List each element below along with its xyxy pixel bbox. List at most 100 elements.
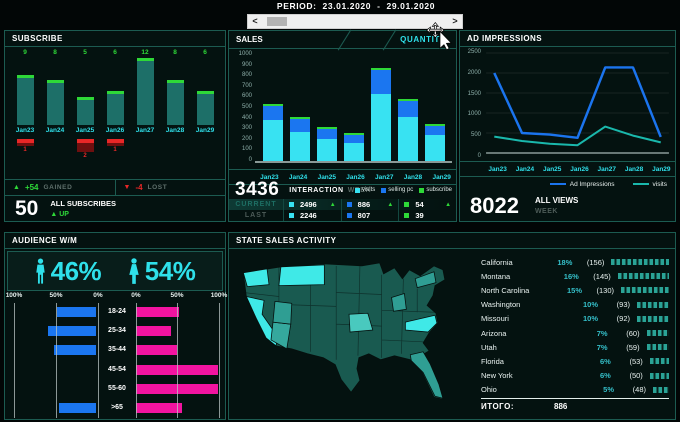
sales-stacked-bar	[370, 67, 391, 163]
x-axis-label: Jan24	[288, 173, 308, 181]
legend-swatch	[354, 187, 360, 193]
male-percent: 46%	[50, 255, 102, 286]
age-row: 18-24	[5, 303, 225, 322]
state-row: New York 6% (50)	[481, 369, 669, 383]
period-scrollbar[interactable]: < >	[247, 14, 463, 29]
positive-bar-zone	[16, 57, 34, 125]
lost-bar-value: 2	[83, 153, 87, 159]
vertical-gridline	[56, 303, 57, 418]
scrollbar-right-arrow[interactable]: >	[452, 16, 458, 26]
y-tick-label: 700	[241, 82, 252, 89]
selling-pc-segment	[343, 134, 364, 143]
all-views-label: ALL VIEWS	[534, 196, 579, 205]
sales-plot-area	[255, 51, 452, 163]
x-axis-label: Jan23	[488, 165, 507, 173]
y-tick-label: 2000	[467, 69, 481, 76]
legend-line-swatch	[549, 183, 566, 185]
period-to: 29.01.2020	[386, 1, 436, 11]
scrollbar-thumb[interactable]	[267, 17, 287, 26]
state-name: Missouri	[481, 314, 509, 324]
ad-legend: Ad Impressions visits	[460, 177, 667, 191]
state-sales-panel: STATE SALES ACTIVITY California 18% (156) M…	[228, 232, 676, 420]
table-cell: 807	[340, 210, 399, 221]
map-state-montana[interactable]	[278, 264, 325, 287]
age-row: 35-44	[5, 341, 225, 360]
vertical-gridline	[219, 303, 220, 418]
legend-label: subscribe	[426, 187, 452, 193]
subscribe-segment	[289, 117, 310, 120]
age-row: 45-54	[5, 361, 225, 380]
y-tick-label: 800	[241, 72, 252, 79]
subscribe-bar-group: 5 Jan25 2	[70, 48, 100, 178]
legend-line-swatch	[632, 183, 649, 185]
bar-green-cap	[106, 91, 124, 95]
us-choropleth-map[interactable]	[233, 253, 473, 417]
map-state-north-carolina[interactable]	[404, 314, 438, 333]
scrollbar-left-arrow[interactable]: <	[252, 16, 258, 26]
ad-line-chart: 2500 2000 1500 1000 500 0	[462, 49, 671, 159]
down-triangle-icon: ▼	[123, 184, 131, 191]
map-state-florida[interactable]	[409, 351, 444, 399]
y-tick-label: 900	[241, 61, 252, 68]
tab-quantity[interactable]: QUANTITY	[400, 35, 446, 44]
negative-bar-zone: 2	[76, 136, 94, 168]
positive-bar-zone	[196, 57, 214, 125]
legend-label: selling pc	[388, 187, 414, 193]
state-percent: 10%	[582, 300, 598, 310]
y-tick-label: 1000	[238, 51, 252, 57]
lost-label: LOST	[147, 184, 168, 191]
x-axis-label: Jan27	[135, 127, 155, 134]
lost-stat: ▼ -4 LOST	[114, 180, 226, 195]
audience-panel: AUDIENCE W/M 46% 54% 100% 50% 0% 0% 50% 100% …	[4, 232, 227, 420]
lost-bar-value: 1	[113, 146, 117, 153]
ad-y-axis: 2500 2000 1500 1000 500 0	[462, 49, 484, 159]
subscribe-bar-group: 6 Jan29	[190, 48, 220, 178]
sales-bar-slot	[340, 51, 367, 163]
map-state-missouri[interactable]	[348, 312, 374, 333]
subscribe-segment	[424, 124, 445, 127]
lost-bar-value: 1	[23, 146, 27, 153]
visits-line	[494, 125, 661, 147]
y-tick-label: 100	[241, 146, 252, 153]
women-bar	[136, 307, 180, 317]
x-axis-label: Jan28	[403, 173, 423, 181]
map-state-utah[interactable]	[272, 300, 293, 325]
axis-percent-label: 0%	[93, 292, 103, 299]
map-state-arizona[interactable]	[270, 321, 292, 350]
legend-label: Ad Impressions	[569, 180, 615, 188]
subscribe-bar-group: 12 Jan27	[130, 48, 160, 178]
x-axis-label: Jan23	[260, 173, 279, 181]
age-row: 55-60	[5, 380, 225, 399]
state-name: Utah	[481, 342, 497, 352]
age-label: 35-44	[108, 346, 126, 354]
subscribe-bar-group: 8 Jan28	[160, 48, 190, 178]
map-state-washington[interactable]	[242, 268, 270, 288]
subscribe-panel-title: SUBSCRIBE	[5, 31, 225, 47]
state-count: (156)	[586, 257, 605, 267]
x-axis-label: Jan29	[652, 165, 671, 173]
tab-sales[interactable]: SALES	[236, 35, 263, 44]
subscribe-segment	[343, 132, 364, 135]
x-axis-label: Jan26	[570, 165, 589, 173]
map-state-new-york[interactable]	[414, 271, 437, 289]
bar-green-cap	[16, 74, 34, 78]
scrollbar-track[interactable]	[262, 15, 448, 28]
state-gauge	[649, 358, 669, 365]
female-stat: 54%	[128, 256, 196, 287]
state-name: New York	[481, 371, 513, 381]
legend-item: selling pc	[381, 187, 413, 193]
state-count: (48)	[632, 385, 646, 395]
sales-bar-slot	[313, 51, 340, 163]
gained-stat: ▲ +54 GAINED	[5, 180, 115, 195]
selling-pc-segment	[289, 119, 310, 132]
map-state-ohio[interactable]	[391, 292, 407, 312]
positive-bar-zone	[106, 57, 124, 125]
all-views-sublabel: WEEK	[534, 208, 558, 215]
cell-color-swatch	[404, 202, 410, 207]
lost-bar	[76, 139, 94, 152]
bar-green-cap	[46, 80, 64, 84]
gained-bar-value: 8	[173, 49, 177, 56]
ad-impressions-panel: AD IMPRESSIONS 2500 2000 1500 1000 500 0 Jan2…	[459, 30, 676, 222]
x-axis-label: Jan29	[195, 127, 215, 134]
negative-bar-zone: 1	[106, 136, 124, 168]
